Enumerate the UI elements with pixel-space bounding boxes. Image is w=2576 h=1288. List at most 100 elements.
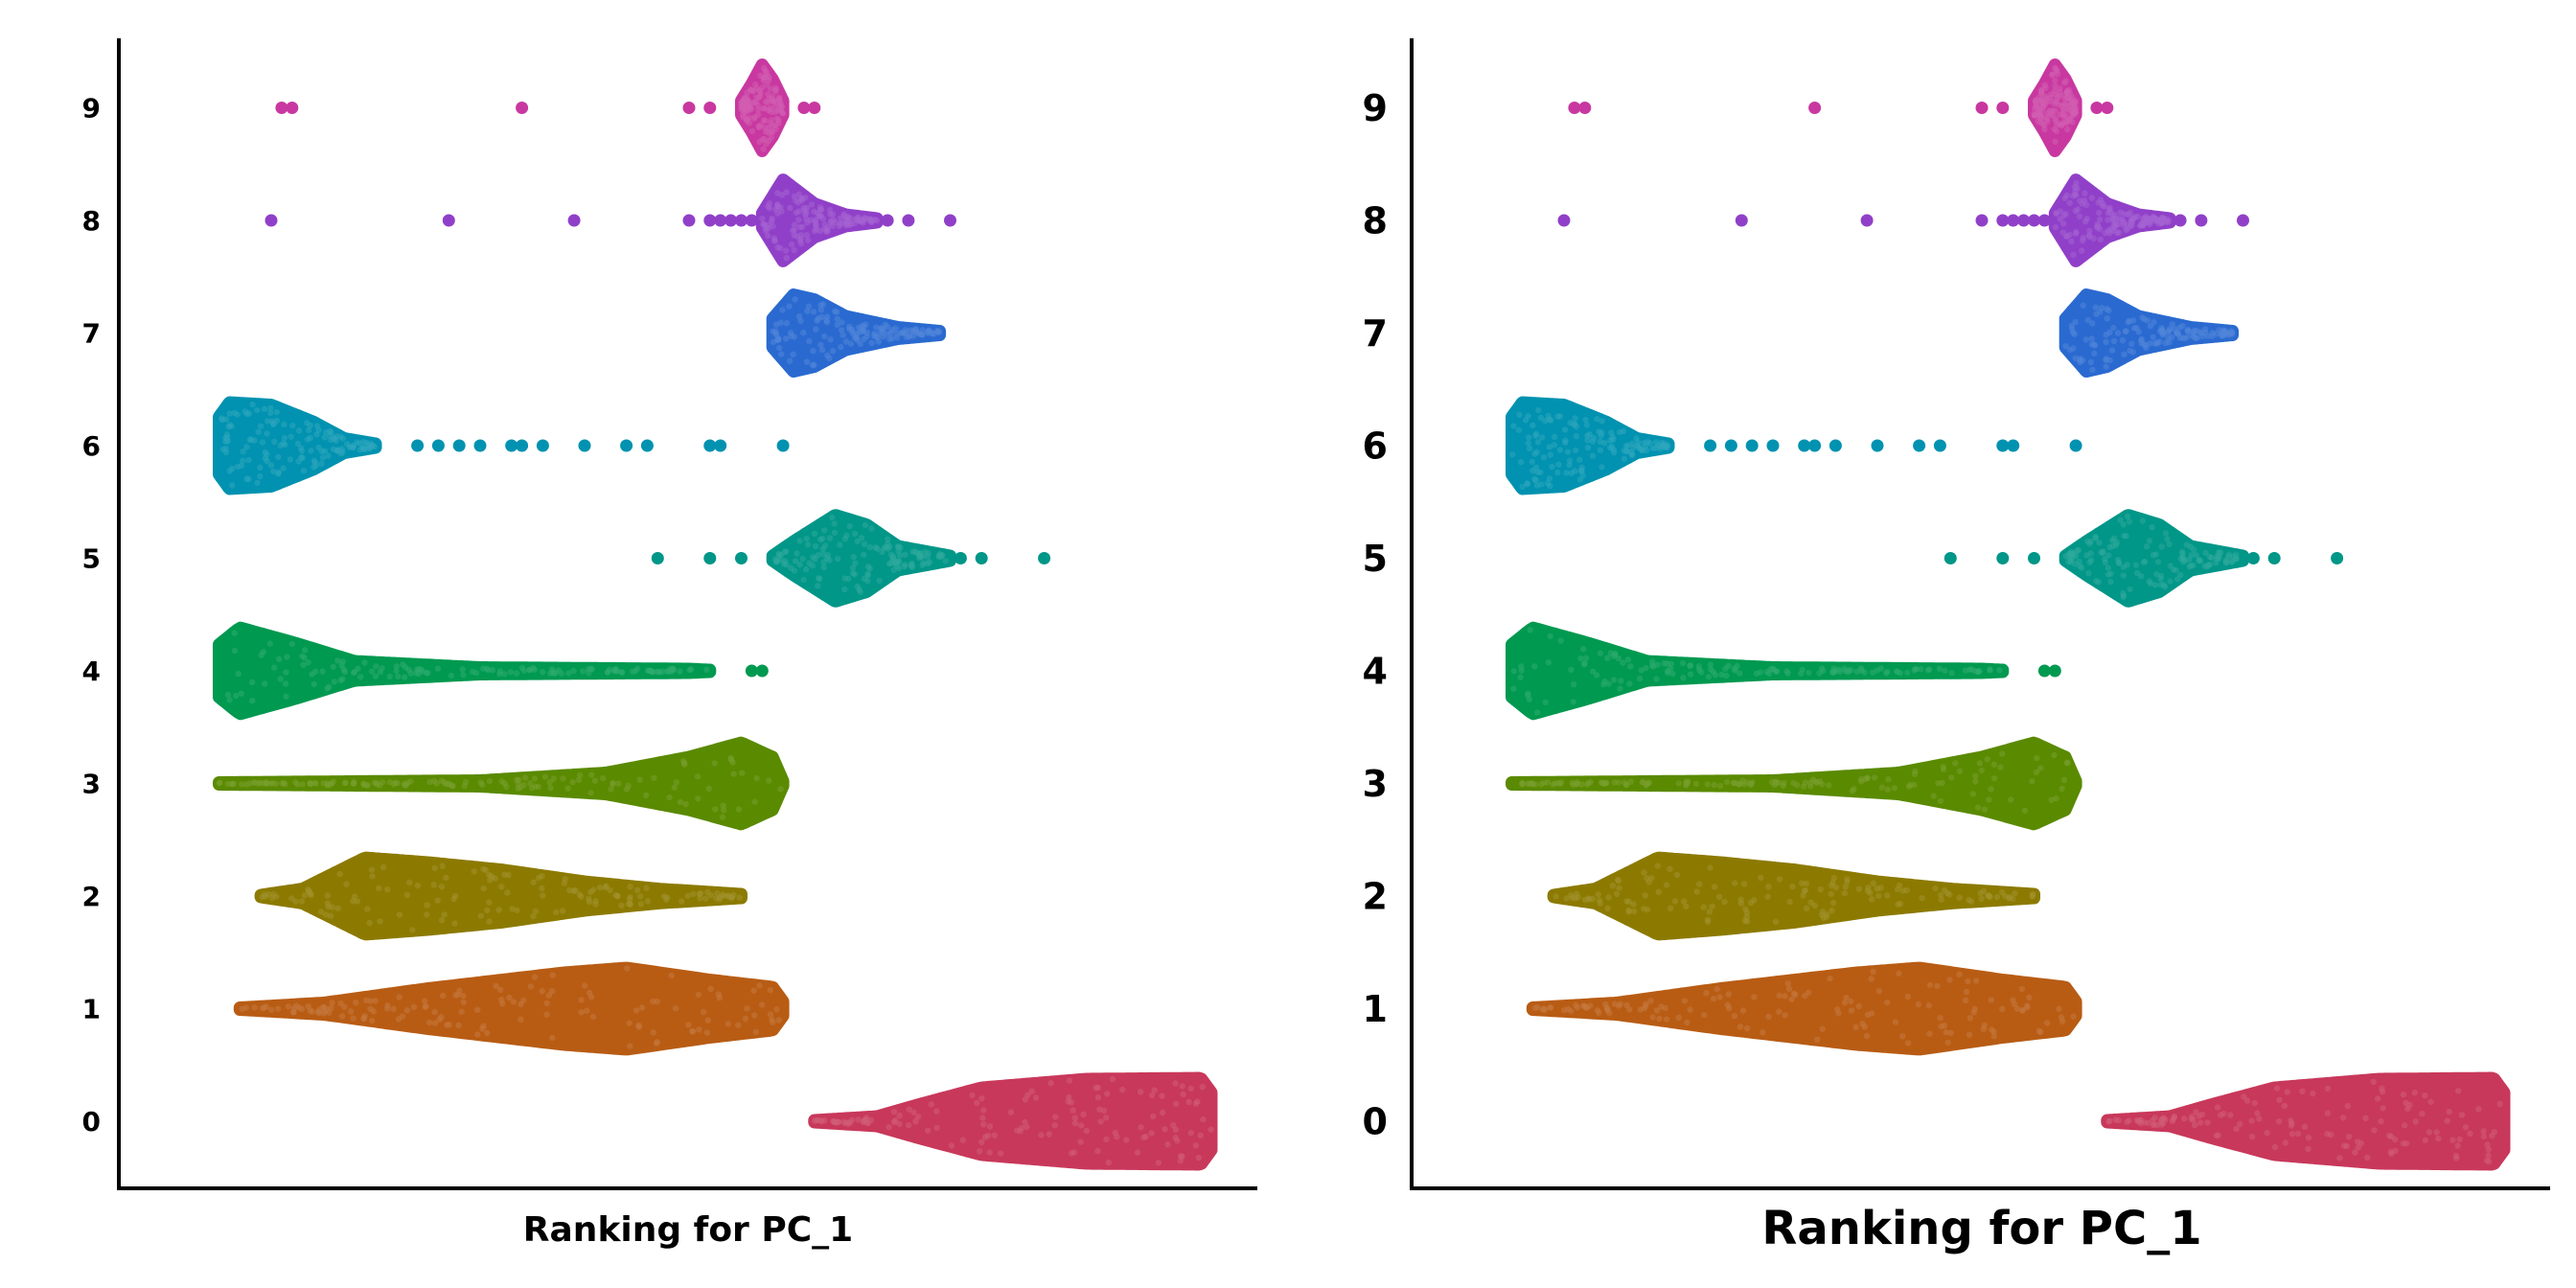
cluster-6-point (1610, 436, 1617, 443)
cluster-2-point (471, 868, 477, 875)
cluster-4-point (1577, 655, 1584, 662)
cluster-6-point (1649, 445, 1656, 451)
cluster-1-point (543, 1011, 550, 1018)
cluster-6-point (1561, 426, 1569, 433)
cluster-1-point (685, 1022, 692, 1028)
cluster-6-point (339, 448, 346, 455)
cluster-0-point (1195, 1154, 1203, 1162)
cluster-6-point (281, 434, 288, 442)
cluster-9-point (2031, 112, 2038, 119)
cluster-3-point (341, 779, 349, 787)
cluster-0-point (928, 1101, 934, 1108)
cluster-1-point (653, 1040, 660, 1046)
cluster-9-point (756, 138, 763, 146)
cluster-0-point (1104, 1091, 1111, 1097)
cluster-4-point (1665, 669, 1671, 677)
cluster-1-point (474, 1031, 481, 1038)
cluster-4-point (1926, 666, 1933, 673)
cluster-6-point (257, 423, 264, 429)
cluster-3-point (501, 780, 508, 787)
cluster-1-point (285, 1003, 291, 1010)
cluster-3-point (671, 784, 678, 791)
cluster-4-point (368, 668, 376, 675)
cluster-0-point (933, 1124, 940, 1132)
cluster-8-point (866, 216, 874, 222)
cluster-2-point (530, 913, 537, 920)
cluster-2-point (1707, 864, 1714, 871)
cluster-4-point (1894, 668, 1901, 676)
cluster-9-point (779, 110, 787, 117)
cluster-5-point (2149, 524, 2155, 531)
cluster-8-point (2140, 221, 2147, 229)
cluster-0-point (1014, 1127, 1021, 1134)
cluster-0-point (2380, 1105, 2386, 1112)
y-tick-label: 2 (82, 881, 101, 912)
cluster-3-point (1990, 775, 1998, 782)
cluster-4-point (1643, 664, 1649, 672)
cluster-0-point (2248, 1117, 2255, 1124)
cluster-6-point (1646, 440, 1653, 447)
cluster-3-point (739, 770, 746, 776)
cluster-0-point (1199, 1084, 1207, 1091)
cluster-7-point (2088, 335, 2095, 342)
cluster-0-point (1105, 1159, 1113, 1166)
cluster-5-point (920, 560, 928, 566)
cluster-7-point (916, 331, 923, 337)
cluster-2-point (409, 927, 416, 933)
cluster-2-point (530, 879, 537, 886)
cluster-3-point (1952, 760, 1959, 767)
cluster-5-point (864, 564, 872, 570)
cluster-5-outlier (2028, 552, 2040, 564)
cluster-1-point (1915, 1000, 1922, 1008)
cluster-2-point (1897, 900, 1904, 908)
cluster-2-point (480, 885, 487, 892)
cluster-5-point (2109, 537, 2116, 543)
cluster-2-point (1865, 885, 1872, 891)
cluster-2-point (1875, 892, 1882, 900)
cluster-8-point (2086, 227, 2093, 234)
cluster-4-point (1696, 666, 1703, 674)
cluster-0-point (2158, 1116, 2165, 1123)
cluster-2-point (1740, 881, 1748, 887)
cluster-6-outlier (1933, 439, 1946, 452)
cluster-8-point (763, 227, 770, 234)
cluster-5-point (902, 562, 908, 568)
cluster-0-point (1119, 1086, 1126, 1093)
cluster-8-point (2119, 217, 2126, 223)
cluster-2-point (369, 873, 376, 880)
cluster-0-point (2241, 1093, 2247, 1100)
cluster-4-point (632, 668, 639, 675)
cluster-6-point (1583, 422, 1591, 428)
cluster-2-point (505, 871, 512, 879)
cluster-2-point (1776, 876, 1783, 883)
cluster-9-outlier (2101, 102, 2114, 114)
cluster-3-point (1891, 785, 1898, 792)
cluster-1-point (2019, 1006, 2026, 1014)
cluster-4-outlier (2048, 664, 2061, 678)
cluster-5-point (2076, 558, 2082, 564)
y-tick-label: 0 (1363, 1101, 1388, 1143)
cluster-4-point (299, 653, 306, 659)
cluster-5-point (858, 535, 865, 541)
cluster-4-point (1661, 660, 1668, 667)
cluster-0-point (1019, 1124, 1025, 1132)
cluster-3-point (1692, 780, 1700, 788)
cluster-2-point (1696, 881, 1703, 887)
cluster-9-point (2059, 106, 2066, 113)
cluster-2-point (1786, 898, 1793, 906)
cluster-0-point (2345, 1134, 2353, 1140)
cluster-0-point (2204, 1119, 2211, 1126)
cluster-6-point (1584, 445, 1592, 451)
cluster-8-point (2097, 196, 2104, 203)
cluster-1-point (1875, 988, 1883, 995)
cluster-2-point (483, 907, 491, 914)
cluster-5-point (2085, 570, 2092, 577)
cluster-2-point (678, 898, 685, 905)
cluster-0-point (2388, 1133, 2395, 1140)
cluster-8-point (837, 219, 843, 226)
cluster-3-point (615, 780, 622, 787)
cluster-5-point (851, 571, 859, 578)
cluster-8-point (2147, 219, 2154, 226)
cluster-5-point (2075, 546, 2082, 554)
